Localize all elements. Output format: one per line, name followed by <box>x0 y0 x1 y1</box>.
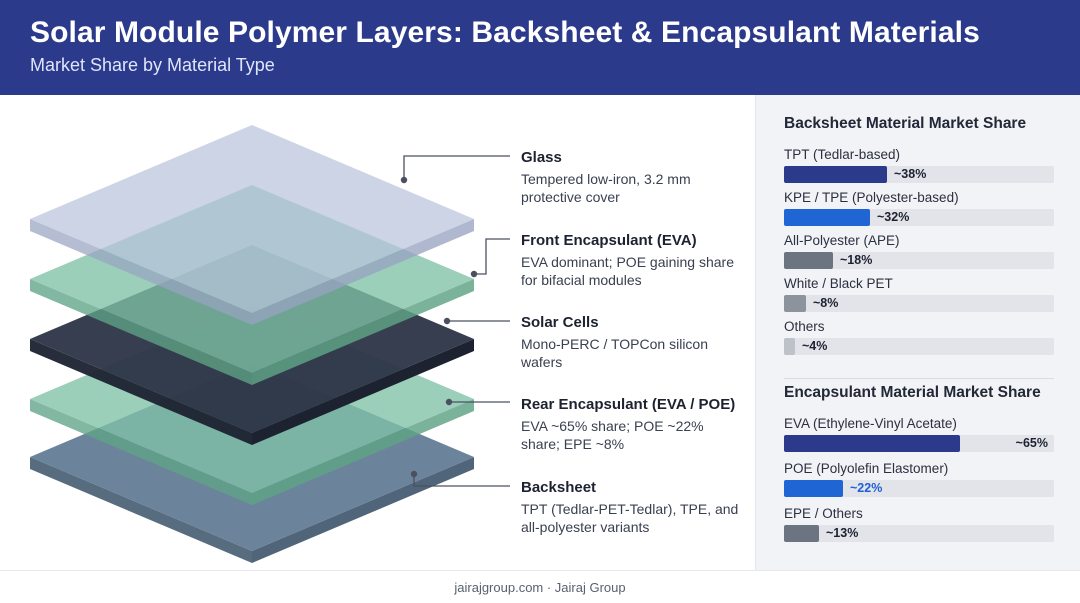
bar-track: ~65% <box>784 435 1054 452</box>
bar-value: ~22% <box>850 481 883 495</box>
layer-description: Mono-PERC / TOPCon silicon wafers <box>521 336 708 370</box>
backsheet-chart-title: Backsheet Material Market Share <box>784 115 1027 132</box>
bar-value: ~32% <box>877 210 910 224</box>
layer-title: Solar Cells <box>521 314 599 331</box>
encapsulant-chart-title: Encapsulant Material Market Share <box>784 384 1041 401</box>
bar-fill <box>784 525 819 542</box>
layer-label-front-encapsulant: Front Encapsulant (EVA) EVA dominant; PO… <box>521 231 746 289</box>
bar-fill <box>784 435 960 452</box>
layer-title: Front Encapsulant (EVA) <box>521 232 697 249</box>
bar-value: ~4% <box>802 339 828 353</box>
bar-track: ~13% <box>784 525 1054 542</box>
front-encapsulant-layer-side-left <box>30 279 252 385</box>
bar-fill <box>784 480 843 497</box>
leader-dot <box>445 398 453 406</box>
layer-description: EVA ~65% share; POE ~22% share; EPE ~8% <box>521 418 704 452</box>
front-encapsulant-layer-side-right <box>252 279 474 385</box>
bar-label: KPE / TPE (Polyester-based) <box>784 190 959 205</box>
layer-title: Backsheet <box>521 479 597 496</box>
bar-track: ~38% <box>784 166 1054 183</box>
bar-label: White / Black PET <box>784 276 893 291</box>
bar-track: ~4% <box>784 338 1054 355</box>
bar-item: TPT (Tedlar-based) ~38% <box>784 147 1054 187</box>
bar-track: ~22% <box>784 480 1054 497</box>
footer-credit: jairajgroup.com · Jairaj Group <box>454 580 626 595</box>
backsheet-layer-side-left <box>30 457 252 563</box>
page-title: Solar Module Polymer Layers: Backsheet &… <box>30 16 980 49</box>
leader-dot <box>400 176 408 184</box>
bar-label: All-Polyester (APE) <box>784 233 900 248</box>
bar-track: ~18% <box>784 252 1054 269</box>
bar-fill <box>784 252 833 269</box>
bar-item: EVA (Ethylene-Vinyl Acetate) ~65% <box>784 416 1054 456</box>
bar-item: White / Black PET ~8% <box>784 276 1054 316</box>
bar-value: ~13% <box>826 526 859 540</box>
layer-diagram: Glass Tempered low-iron, 3.2 mm protecti… <box>0 95 755 570</box>
bar-label: Others <box>784 319 825 334</box>
bar-value: ~38% <box>894 167 927 181</box>
layer-label-glass: Glass Tempered low-iron, 3.2 mm protecti… <box>521 148 746 206</box>
solar-cells-layer-side-left <box>30 339 252 445</box>
bar-item: KPE / TPE (Polyester-based) ~32% <box>784 190 1054 230</box>
leader-dot <box>470 270 478 278</box>
glass-layer-side-left <box>30 219 252 325</box>
header: Solar Module Polymer Layers: Backsheet &… <box>0 0 1080 95</box>
layer-label-rear-encapsulant: Rear Encapsulant (EVA / POE) EVA ~65% sh… <box>521 395 746 453</box>
layer-stack-illustration <box>30 125 510 563</box>
bar-label: POE (Polyolefin Elastomer) <box>784 461 949 476</box>
bar-label: EVA (Ethylene-Vinyl Acetate) <box>784 416 957 431</box>
bar-fill <box>784 166 887 183</box>
bar-item: Others ~4% <box>784 319 1054 359</box>
footer: jairajgroup.com · Jairaj Group <box>0 570 1080 603</box>
layer-title: Glass <box>521 149 562 166</box>
bar-track: ~32% <box>784 209 1054 226</box>
bar-label: TPT (Tedlar-based) <box>784 147 901 162</box>
leader-dot <box>443 317 451 325</box>
layer-description: EVA dominant; POE gaining share for bifa… <box>521 254 734 288</box>
bar-item: All-Polyester (APE) ~18% <box>784 233 1054 273</box>
leader-dot <box>410 470 418 478</box>
page-subtitle: Market Share by Material Type <box>30 55 275 75</box>
leader-line <box>413 474 510 487</box>
bar-fill <box>784 338 795 355</box>
layer-title: Rear Encapsulant (EVA / POE) <box>521 396 736 413</box>
bar-value: ~8% <box>813 296 839 310</box>
glass-layer-top-face <box>30 125 474 313</box>
layer-label-backsheet: Backsheet TPT (Tedlar-PET-Tedlar), TPE, … <box>521 478 746 536</box>
market-share-panel: Backsheet Material Market Share TPT (Ted… <box>755 95 1080 570</box>
glass-layer-side-right <box>252 219 474 325</box>
leader-line <box>403 155 510 180</box>
bar-fill <box>784 209 870 226</box>
rear-encapsulant-layer-side-right <box>252 399 474 505</box>
layer-description: Tempered low-iron, 3.2 mm protective cov… <box>521 171 691 205</box>
backsheet-layer-side-right <box>252 457 474 563</box>
layer-label-solar-cells: Solar Cells Mono-PERC / TOPCon silicon w… <box>521 313 746 371</box>
rear-encapsulant-layer-side-left <box>30 399 252 505</box>
bar-item: EPE / Others ~13% <box>784 506 1054 546</box>
bar-track: ~8% <box>784 295 1054 312</box>
bar-fill <box>784 295 806 312</box>
divider <box>784 378 1054 379</box>
bar-item: POE (Polyolefin Elastomer) ~22% <box>784 461 1054 501</box>
solar-cells-layer-side-right <box>252 339 474 445</box>
bar-value: ~65% <box>1015 436 1048 450</box>
layer-description: TPT (Tedlar-PET-Tedlar), TPE, and all-po… <box>521 501 739 535</box>
bar-value: ~18% <box>840 253 873 267</box>
bar-label: EPE / Others <box>784 506 863 521</box>
leader-line <box>474 238 510 275</box>
